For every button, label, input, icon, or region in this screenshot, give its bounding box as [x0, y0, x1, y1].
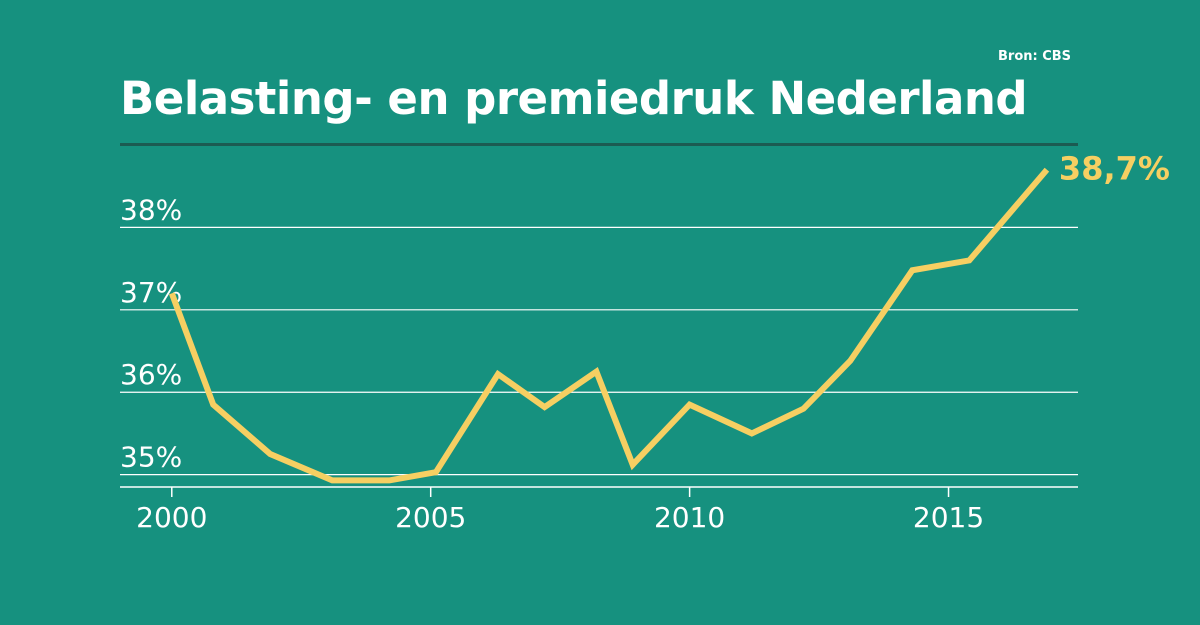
x-tick-label: 2010 [654, 501, 725, 534]
x-tick-label: 2005 [395, 501, 466, 534]
source-note: Bron: CBS [998, 49, 1072, 64]
chart-title: Belasting- en premiedruk Nederland [120, 72, 1028, 125]
title-divider [120, 143, 1078, 146]
y-tick-label: 35% [120, 441, 182, 474]
y-tick-label: 37% [120, 276, 182, 309]
y-tick-label: 36% [120, 358, 182, 391]
x-tick-label: 2015 [913, 501, 984, 534]
end-value-label: 38,7% [1059, 150, 1170, 188]
x-tick-label: 2000 [136, 501, 207, 534]
y-axis-ticks: 35% 36% 37% 38% [120, 193, 182, 473]
y-tick-label: 38% [120, 193, 182, 226]
series-line [168, 167, 1050, 484]
x-axis-ticks: 2000 2005 2010 2015 [136, 487, 984, 534]
gridlines [120, 226, 1078, 476]
